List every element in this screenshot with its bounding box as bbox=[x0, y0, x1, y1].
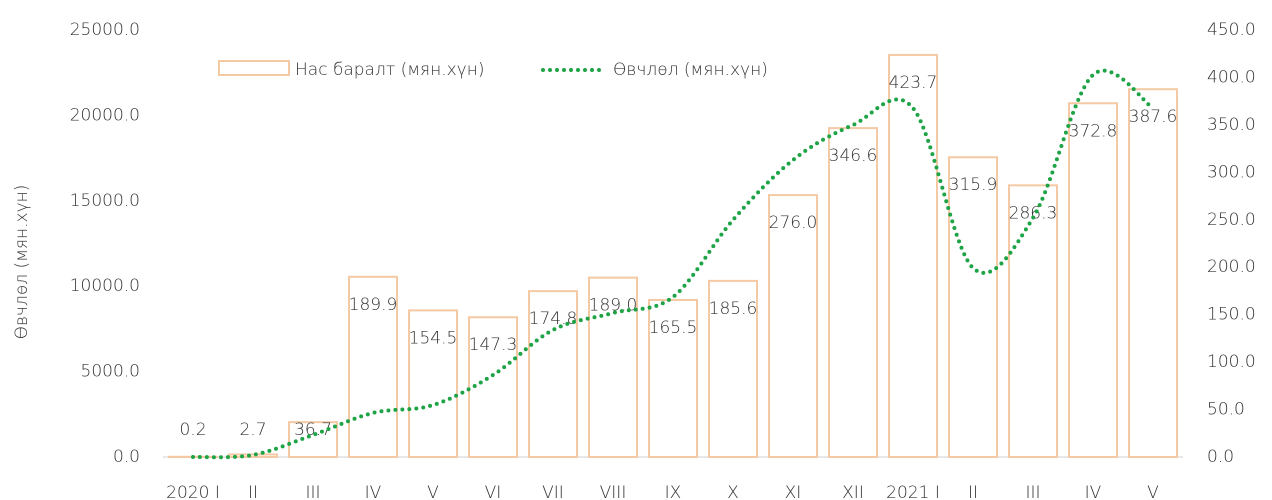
y-tick-label: 5000.0 bbox=[81, 362, 140, 382]
x-tick-label: III bbox=[305, 483, 320, 500]
data-label: 189.0 bbox=[589, 296, 638, 316]
data-label: 315.9 bbox=[949, 175, 998, 195]
x-tick-label: IV bbox=[1085, 483, 1102, 500]
x-tick-label: III bbox=[1025, 483, 1040, 500]
data-label: 0.2 bbox=[179, 420, 206, 440]
bar bbox=[828, 127, 878, 458]
bar bbox=[1008, 184, 1058, 459]
data-label: 185.6 bbox=[709, 299, 758, 319]
data-label: 423.7 bbox=[889, 73, 938, 93]
y-tick-label: 10000.0 bbox=[70, 276, 140, 296]
bar bbox=[1068, 102, 1118, 459]
data-label: 276.0 bbox=[769, 213, 818, 233]
bar bbox=[648, 298, 698, 458]
bar bbox=[708, 279, 758, 459]
data-label: 154.5 bbox=[409, 328, 458, 348]
y2-tick-label: 250.0 bbox=[1207, 210, 1256, 230]
x-tick-label: VII bbox=[542, 483, 564, 500]
data-label: 165.5 bbox=[649, 318, 698, 338]
data-label: 346.6 bbox=[829, 146, 878, 166]
y2-tick-label: 100.0 bbox=[1207, 352, 1256, 372]
x-tick-label: VI bbox=[485, 483, 502, 500]
x-tick-label: IV bbox=[365, 483, 382, 500]
line bbox=[191, 68, 1155, 460]
y-tick-label: 25000.0 bbox=[70, 20, 140, 40]
x-tick-label: XI bbox=[785, 483, 802, 500]
bar bbox=[348, 275, 398, 458]
x-tick-label: II bbox=[968, 483, 978, 500]
bar bbox=[768, 194, 818, 459]
data-label: 372.8 bbox=[1069, 121, 1118, 141]
data-label: 286.3 bbox=[1009, 203, 1058, 223]
data-label: 2.7 bbox=[239, 420, 266, 440]
data-label: 387.6 bbox=[1129, 107, 1178, 127]
x-tick-label: V bbox=[427, 483, 439, 500]
bar bbox=[1128, 88, 1178, 458]
x-tick-label: II bbox=[248, 483, 258, 500]
data-label: 189.9 bbox=[349, 295, 398, 315]
y2-tick-label: 350.0 bbox=[1207, 115, 1256, 135]
bar bbox=[888, 53, 938, 458]
data-label: 174.8 bbox=[529, 309, 578, 329]
y2-tick-label: 300.0 bbox=[1207, 162, 1256, 182]
bar bbox=[408, 309, 458, 458]
x-tick-label: XII bbox=[842, 483, 864, 500]
y-tick-label: 20000.0 bbox=[70, 105, 140, 125]
x-tick-label: 2020 I bbox=[166, 483, 220, 500]
legend-label: Нас баралт (мян.хүн) bbox=[295, 60, 484, 80]
bar bbox=[468, 316, 518, 458]
x-tick-label: X bbox=[727, 483, 739, 500]
bar bbox=[948, 156, 998, 458]
legend-label: Өвчлөл (мян.хүн) bbox=[613, 60, 768, 80]
legend-swatch bbox=[218, 60, 290, 76]
y-tick-label: 0.0 bbox=[113, 447, 140, 467]
x-tick-label: 2021 I bbox=[886, 483, 940, 500]
y-axis-title: Өвчлөл (мян.хүн) bbox=[12, 185, 32, 340]
y2-tick-label: 50.0 bbox=[1207, 400, 1245, 420]
y2-tick-label: 450.0 bbox=[1207, 20, 1256, 40]
y2-tick-label: 200.0 bbox=[1207, 257, 1256, 277]
x-tick-label: VIII bbox=[600, 483, 627, 500]
data-label: 147.3 bbox=[469, 335, 518, 355]
bar bbox=[528, 290, 578, 458]
y2-tick-label: 150.0 bbox=[1207, 305, 1256, 325]
bar bbox=[588, 276, 638, 458]
x-tick-label: IX bbox=[665, 483, 682, 500]
x-tick-label: V bbox=[1147, 483, 1159, 500]
data-label: 36.7 bbox=[294, 420, 332, 440]
y-tick-label: 15000.0 bbox=[70, 191, 140, 211]
y2-tick-label: 400.0 bbox=[1207, 67, 1256, 87]
y2-tick-label: 0.0 bbox=[1207, 447, 1234, 467]
